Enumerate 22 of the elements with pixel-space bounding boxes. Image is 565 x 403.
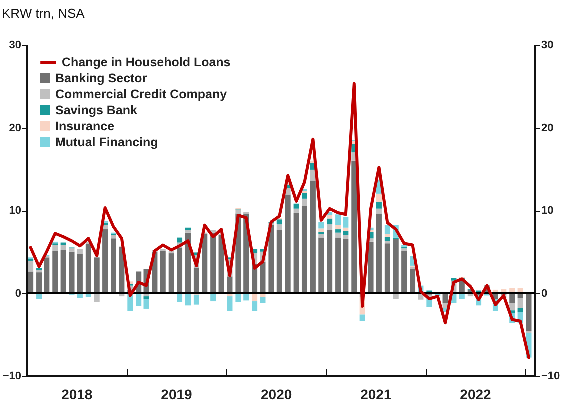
legend-label: Insurance	[56, 119, 115, 134]
y2-tick-label: 30	[542, 40, 554, 52]
x-tick-label: 2021	[360, 386, 392, 402]
x-tick-label: 2022	[460, 386, 492, 402]
x-tick-label: 2019	[161, 386, 193, 402]
y-tick-label: −10	[2, 370, 22, 382]
y2-tick-label: 10	[542, 205, 554, 217]
legend-label: Mutual Financing	[56, 135, 158, 150]
legend-label: Change in Household Loans	[62, 56, 231, 70]
y-tick-label: 10	[9, 205, 22, 217]
y2-tick-label: 0	[542, 288, 548, 300]
y-tick-label: 30	[9, 40, 22, 52]
legend-label: Banking Sector	[56, 71, 148, 86]
x-tick-label: 2020	[261, 386, 292, 402]
y-tick-label: 20	[9, 122, 22, 134]
legend-label: Commercial Credit Company	[56, 87, 228, 102]
y2-tick-label: 20	[542, 122, 554, 134]
y2-tick-label: −10	[542, 370, 560, 382]
chart-title: KRW trn, NSA	[2, 6, 86, 21]
x-tick-label: 2018	[62, 386, 93, 402]
y-tick-label: 0	[15, 288, 22, 300]
legend-label: Savings Bank	[56, 103, 138, 118]
